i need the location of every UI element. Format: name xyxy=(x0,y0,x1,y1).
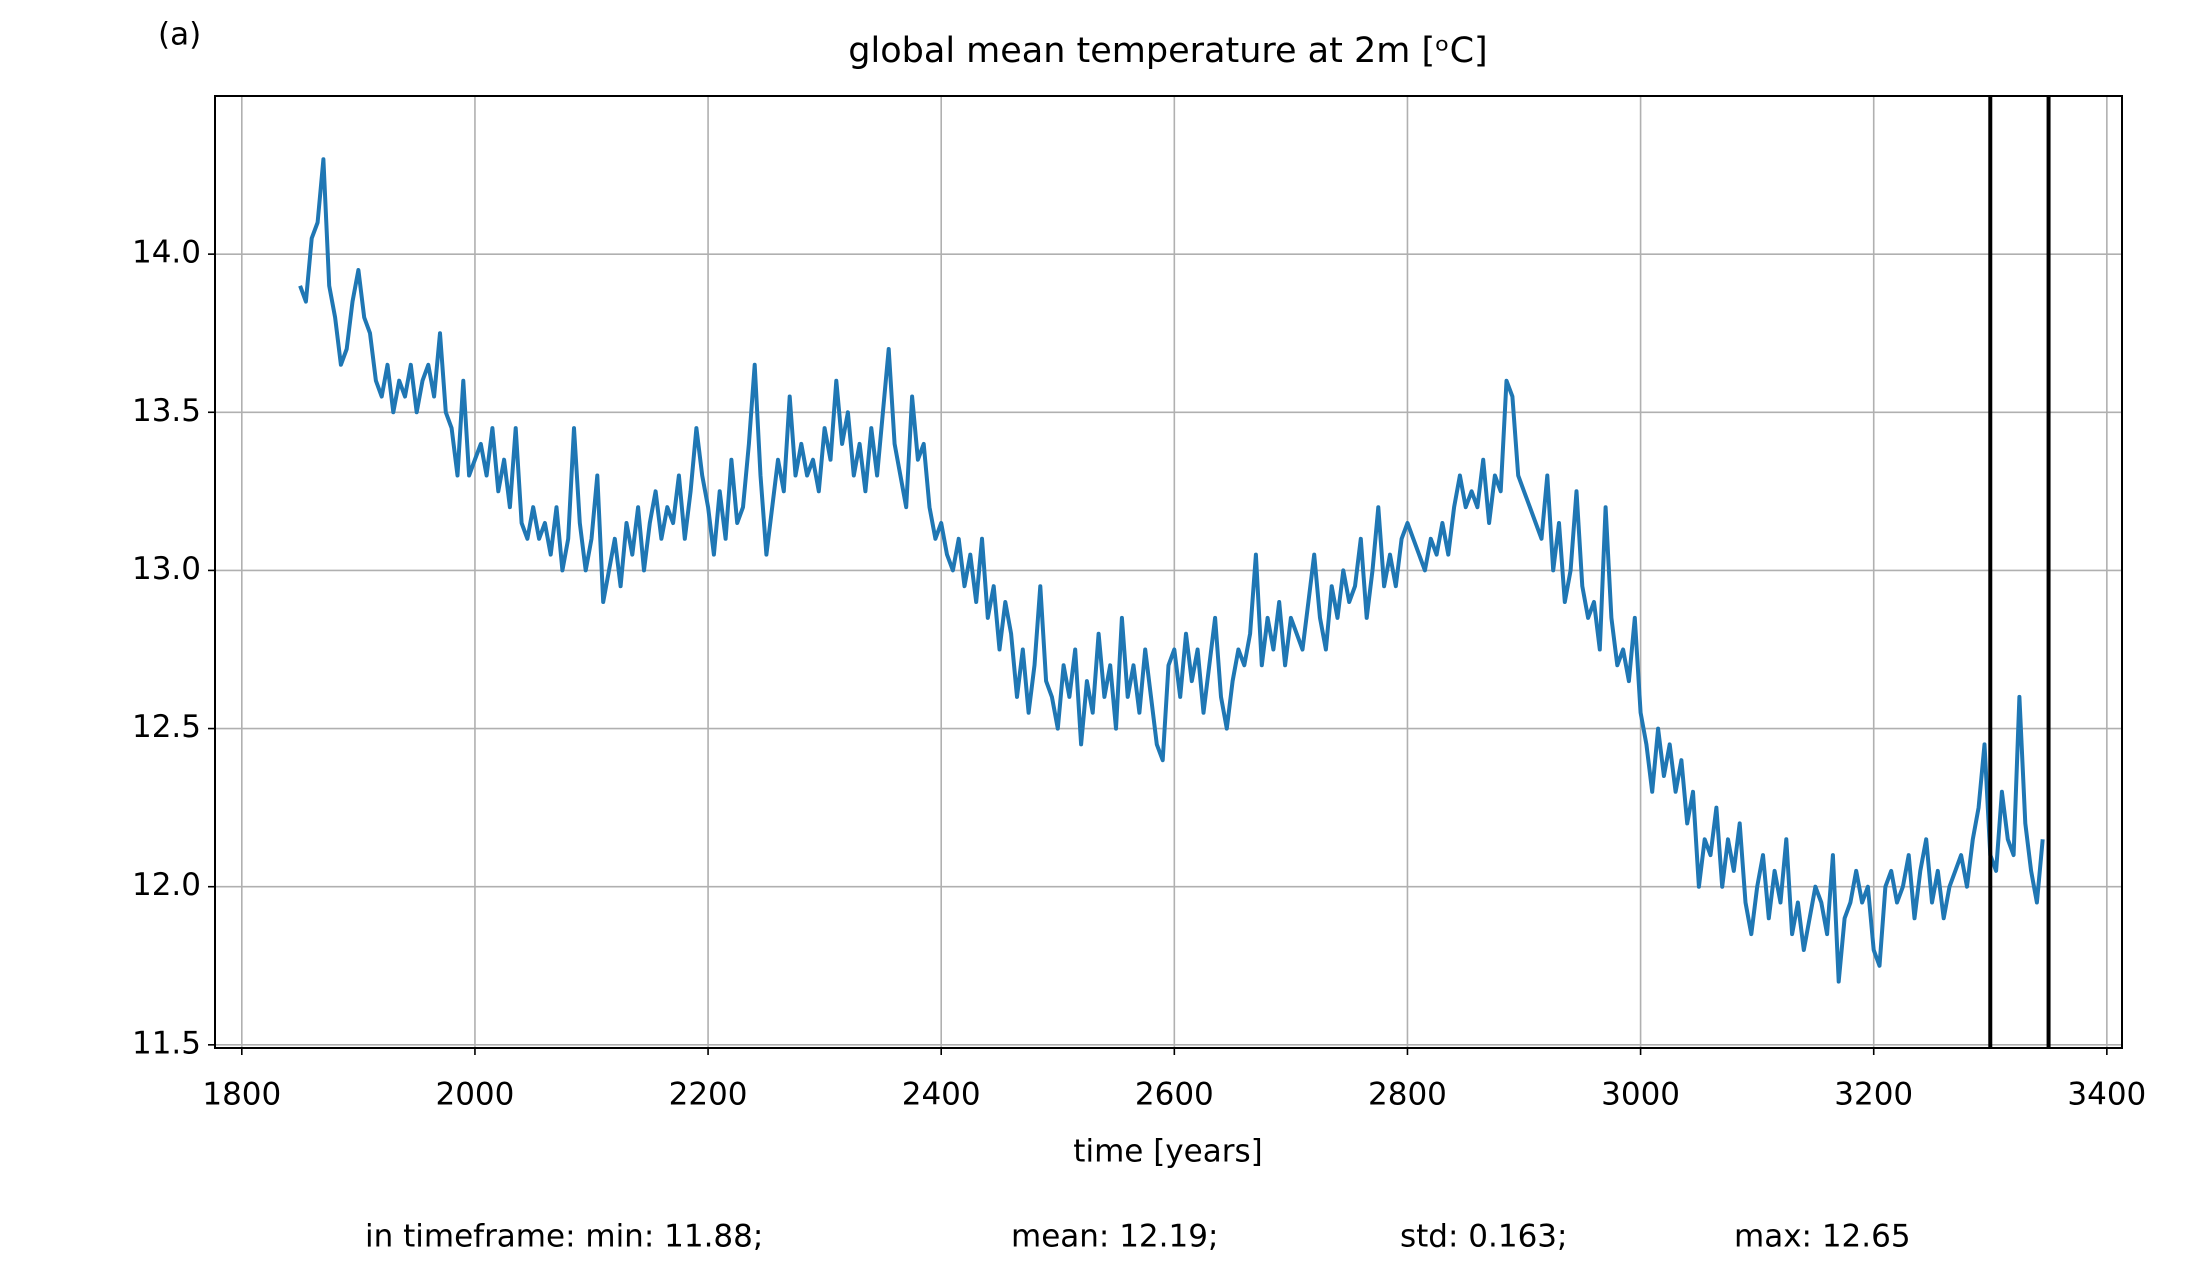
x-tick-label: 3200 xyxy=(1834,1077,1913,1113)
x-tick-label: 2600 xyxy=(1135,1077,1214,1113)
y-tick-label: 14.0 xyxy=(132,235,201,271)
x-tick-label: 2800 xyxy=(1368,1077,1447,1113)
chart-title: global mean temperature at 2m [ᵒC] xyxy=(848,31,1487,71)
y-tick-label: 13.0 xyxy=(132,551,201,587)
x-tick-label: 3000 xyxy=(1601,1077,1680,1113)
y-tick-label: 11.5 xyxy=(132,1025,201,1061)
stat-text: std: 0.163; xyxy=(1400,1219,1567,1255)
series-line xyxy=(298,157,2045,984)
stat-text: in timeframe: min: 11.88; xyxy=(365,1219,763,1255)
x-tick-label: 2400 xyxy=(902,1077,981,1113)
x-tick-label: 2000 xyxy=(435,1077,514,1113)
x-tick-label: 2200 xyxy=(669,1077,748,1113)
y-tick-label: 13.5 xyxy=(132,393,201,429)
x-tick-label: 1800 xyxy=(202,1077,281,1113)
stat-text: max: 12.65 xyxy=(1734,1219,1911,1255)
y-tick-label: 12.0 xyxy=(132,867,201,903)
x-axis-label: time [years] xyxy=(1073,1134,1262,1170)
y-tick-label: 12.5 xyxy=(132,709,201,745)
panel-label: (a) xyxy=(158,17,201,53)
stat-text: mean: 12.19; xyxy=(1011,1219,1218,1255)
plot-frame xyxy=(214,95,2123,1049)
x-tick-label: 3400 xyxy=(2067,1077,2146,1113)
